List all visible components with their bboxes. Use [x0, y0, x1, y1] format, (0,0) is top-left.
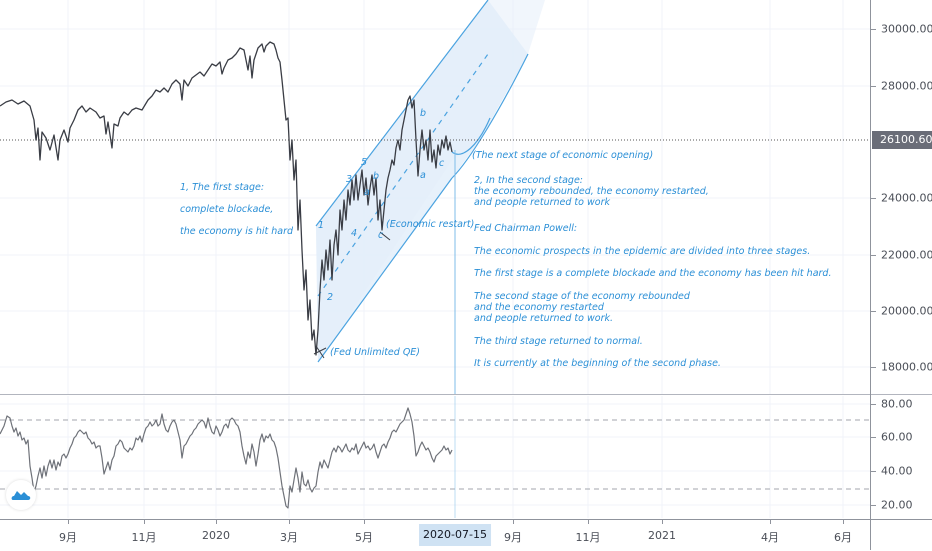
time-tick — [216, 520, 217, 524]
price-label: 20000.00 — [881, 304, 932, 318]
price-label: 28000.00 — [881, 79, 932, 93]
price-axis[interactable]: 30000.00 28000.00 24000.00 22000.00 2000… — [870, 0, 932, 520]
rsi-indicator-pane[interactable] — [0, 396, 870, 518]
time-tick — [364, 520, 365, 524]
wave-label-2: 2 — [327, 292, 334, 303]
annotation-stage2-line1: 2, In the second stage: — [474, 175, 584, 186]
annotation-stage1-line3: the economy is hit hard — [180, 226, 294, 237]
wave-label-c1: c — [378, 230, 384, 241]
price-tick — [871, 29, 876, 30]
wave-label-1: 1 — [318, 220, 325, 231]
time-tick — [513, 520, 514, 524]
axis-corner — [870, 519, 932, 550]
wave-label-5: 5 — [361, 157, 368, 168]
price-label: 18000.00 — [881, 360, 932, 374]
price-chart-pane[interactable]: 1 2 3 4 5 a b c a b c 1, The first stage… — [0, 0, 870, 394]
rsi-label: 20.00 — [881, 498, 913, 512]
wave-label-b1: b — [373, 171, 380, 182]
wave-label-3: 3 — [346, 174, 353, 185]
price-candles — [0, 41, 453, 356]
time-tick — [770, 520, 771, 524]
annotation-powell-p1: The economic prospects in the epidemic a… — [474, 246, 811, 257]
price-chart-canvas — [0, 0, 870, 394]
time-label: 5月 — [355, 531, 373, 544]
price-label: 22000.00 — [881, 248, 932, 262]
rsi-tick — [871, 471, 876, 472]
time-label: 2020 — [202, 529, 230, 542]
time-tick — [144, 520, 145, 524]
rsi-line — [0, 407, 453, 509]
time-label: 11月 — [131, 531, 157, 544]
price-tick — [871, 311, 876, 312]
annotation-stage1-line1: 1, The first stage: — [180, 182, 265, 193]
annotation-powell-p5: It is currently at the beginning of the … — [474, 358, 721, 369]
tradingview-cloud-icon — [11, 491, 31, 500]
wave-label-b2: b — [420, 108, 427, 119]
wave-label-a1: a — [364, 187, 370, 198]
time-axis[interactable]: 9月 11月 2020 3月 5月 9月 11月 2021 4月 6月 2020… — [0, 519, 870, 551]
wave-label-a2: a — [420, 170, 426, 181]
rsi-tick — [871, 505, 876, 506]
last-price-badge: 26100.60 — [872, 131, 932, 149]
time-tick — [843, 520, 844, 524]
annotation-economic-restart: (Economic restart) — [386, 219, 475, 230]
pane-separator[interactable] — [0, 394, 932, 395]
time-tick — [662, 520, 663, 524]
annotation-powell-title: Fed Chairman Powell: — [474, 223, 578, 234]
annotation-stage2-line3: and people returned to work — [474, 197, 610, 208]
annotation-powell-p3-line2: and the economy restarted — [474, 302, 604, 313]
time-label: 9月 — [59, 531, 77, 544]
annotation-powell-p3-line3: and people returned to work. — [474, 313, 613, 324]
time-tick — [588, 520, 589, 524]
price-label: 30000.00 — [881, 22, 932, 36]
rsi-label: 80.00 — [881, 397, 913, 411]
price-tick — [871, 86, 876, 87]
tradingview-logo-button[interactable] — [6, 480, 36, 510]
annotation-stage2-line2: the economy rebounded, the economy resta… — [474, 186, 709, 197]
rsi-canvas — [0, 396, 870, 518]
wave-label-4: 4 — [351, 228, 358, 239]
time-label: 11月 — [575, 531, 601, 544]
rsi-tick — [871, 437, 876, 438]
time-label: 6月 — [834, 531, 852, 544]
rsi-tick — [871, 404, 876, 405]
time-tick — [289, 520, 290, 524]
annotation-powell-p4: The third stage returned to normal. — [474, 336, 643, 347]
time-label: 3月 — [280, 531, 298, 544]
time-label: 2021 — [648, 529, 676, 542]
rsi-label: 60.00 — [881, 430, 913, 444]
time-label: 9月 — [504, 531, 522, 544]
crosshair-date-badge: 2020-07-15 — [419, 524, 491, 546]
price-label: 24000.00 — [881, 191, 932, 205]
axis-pane-separator — [871, 394, 932, 395]
time-tick — [68, 520, 69, 524]
annotation-powell-p2: The first stage is a complete blockade a… — [474, 268, 832, 279]
price-tick — [871, 367, 876, 368]
annotation-fed-qe: (Fed Unlimited QE) — [330, 347, 421, 358]
price-tick — [871, 198, 876, 199]
wave-label-c2: c — [439, 158, 445, 169]
annotation-stage1-line2: complete blockade, — [180, 204, 274, 215]
annotation-powell-p3-line1: The second stage of the economy rebounde… — [474, 291, 690, 302]
rsi-label: 40.00 — [881, 464, 913, 478]
annotation-next-stage: (The next stage of economic opening) — [472, 150, 654, 161]
price-tick — [871, 255, 876, 256]
time-label: 4月 — [761, 531, 779, 544]
